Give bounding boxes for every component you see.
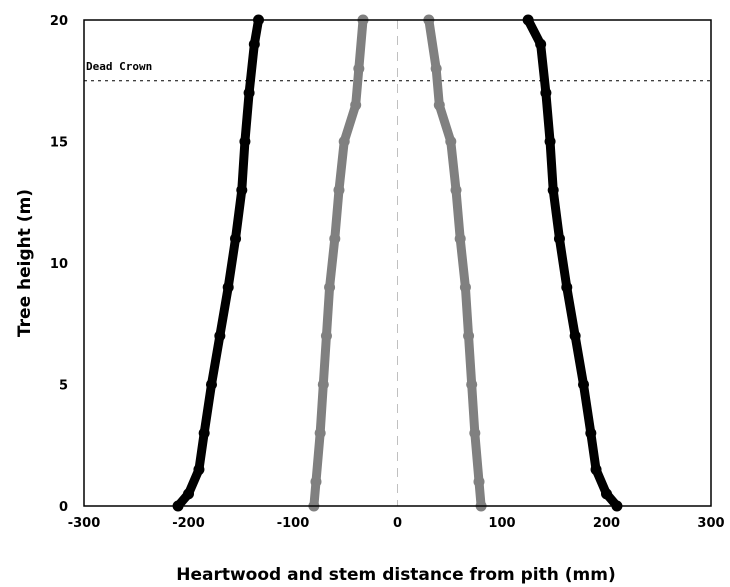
x-tick-label-3: 0: [393, 516, 402, 531]
point-heartwood-left-4: [321, 330, 332, 341]
point-stem-left-11: [249, 39, 260, 50]
point-stem-right-4: [578, 379, 589, 390]
point-stem-right-6: [561, 282, 572, 293]
point-stem-right-11: [535, 39, 546, 50]
x-tick-label-2: -100: [277, 516, 310, 531]
point-stem-left-8: [236, 185, 247, 196]
y-tick-label-0: 0: [59, 500, 68, 515]
y-axis-title: Tree height (m): [15, 189, 35, 337]
point-heartwood-left-10: [353, 63, 364, 74]
point-heartwood-right-5: [460, 282, 471, 293]
series-stem-right: [523, 15, 623, 512]
x-tick-label-4: 100: [488, 516, 515, 531]
point-stem-right-2: [591, 464, 602, 475]
point-heartwood-right-8: [445, 136, 456, 147]
point-heartwood-left-8: [339, 136, 350, 147]
point-heartwood-left-5: [324, 282, 335, 293]
point-heartwood-right-7: [451, 185, 462, 196]
point-heartwood-right-9: [434, 100, 445, 111]
point-stem-left-9: [239, 136, 250, 147]
point-stem-right-10: [540, 87, 551, 98]
x-tick-label-1: -200: [172, 516, 205, 531]
plot-layer: [84, 15, 711, 512]
point-stem-left-2: [193, 464, 204, 475]
point-stem-left-1: [183, 488, 194, 499]
y-tick-label-4: 20: [50, 14, 68, 29]
dead-crown-label: Dead Crown: [86, 60, 152, 73]
point-heartwood-right-6: [455, 233, 466, 244]
point-heartwood-left-6: [329, 233, 340, 244]
point-heartwood-right-10: [431, 63, 442, 74]
x-tick-labels: -300 -200 -100 0 100 200 300: [68, 516, 725, 531]
y-tick-label-2: 10: [50, 257, 68, 272]
point-heartwood-left-1: [310, 476, 321, 487]
point-stem-right-3: [585, 428, 596, 439]
point-heartwood-right-3: [466, 379, 477, 390]
y-tick-label-1: 5: [59, 379, 68, 394]
point-stem-right-1: [601, 488, 612, 499]
series-heartwood-left: [308, 15, 368, 512]
point-heartwood-left-2: [315, 428, 326, 439]
point-heartwood-left-9: [350, 100, 361, 111]
series-stem-left: [173, 15, 264, 512]
point-stem-left-3: [199, 428, 210, 439]
point-stem-left-6: [223, 282, 234, 293]
x-tick-label-5: 200: [593, 516, 620, 531]
series-heartwood-right: [423, 15, 486, 512]
point-stem-right-5: [570, 330, 581, 341]
x-tick-label-0: -300: [68, 516, 101, 531]
point-stem-left-7: [230, 233, 241, 244]
y-tick-labels: 0 5 10 15 20: [50, 14, 68, 515]
point-stem-left-4: [206, 379, 217, 390]
point-heartwood-left-3: [318, 379, 329, 390]
point-stem-right-9: [545, 136, 556, 147]
x-tick-label-6: 300: [697, 516, 724, 531]
point-stem-right-7: [554, 233, 565, 244]
point-stem-left-10: [244, 87, 255, 98]
point-heartwood-right-1: [474, 476, 485, 487]
point-heartwood-right-2: [469, 428, 480, 439]
point-heartwood-right-4: [463, 330, 474, 341]
point-heartwood-left-7: [333, 185, 344, 196]
point-stem-right-8: [548, 185, 559, 196]
x-axis-title: Heartwood and stem distance from pith (m…: [176, 565, 616, 585]
point-stem-left-5: [214, 330, 225, 341]
y-tick-label-3: 15: [50, 136, 68, 151]
